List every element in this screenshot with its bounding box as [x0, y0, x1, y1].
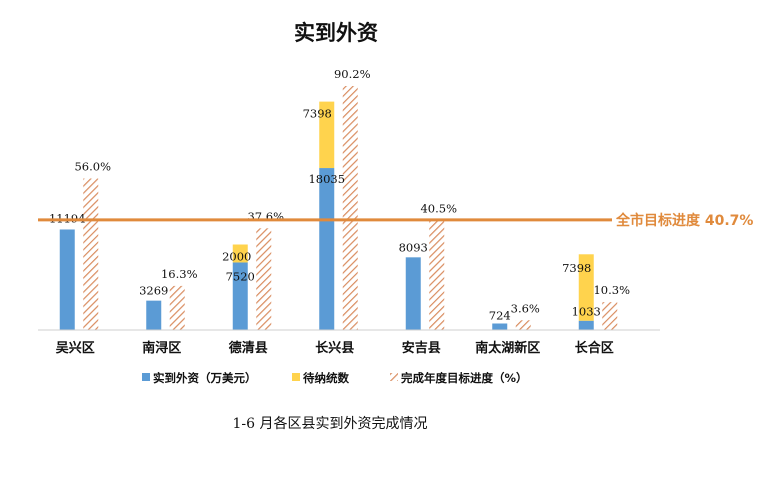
legend-actual-swatch [142, 373, 150, 381]
label-progress-3: 90.2% [334, 67, 371, 81]
bar-progress-5 [515, 320, 531, 330]
bar-actual-2 [232, 262, 248, 330]
bar-progress-4 [429, 220, 445, 330]
tick-label-2: 德清县 [229, 340, 268, 356]
label-actual-5: 724 [489, 308, 511, 322]
bar-actual-3 [319, 168, 335, 330]
label-actual-1: 3269 [139, 284, 168, 298]
legend-progress-label: 完成年度目标进度（%） [401, 371, 528, 385]
tick-label-0: 吴兴区 [56, 340, 95, 356]
label-pending-6: 7398 [562, 261, 591, 275]
chart-caption: 1-6 月各区县实到外资完成情况 [233, 416, 428, 432]
label-progress-1: 16.3% [161, 267, 198, 281]
bar-progress-0 [83, 178, 99, 330]
tick-label-1: 南浔区 [142, 340, 181, 356]
legend-pending-swatch [292, 373, 300, 381]
bar-progress-3 [342, 86, 358, 330]
legend: 实到外资（万美元） 待纳统数 完成年度目标进度（%） [142, 371, 528, 385]
bar-actual-4 [405, 257, 421, 330]
label-actual-6: 1033 [572, 305, 601, 319]
bar-pending-2 [232, 244, 248, 263]
label-progress-5: 3.6% [511, 301, 540, 315]
label-actual-3: 18035 [308, 172, 345, 186]
bar-pending-3 [319, 101, 335, 169]
bar-actual-6 [578, 320, 594, 330]
tick-label-5: 南太湖新区 [475, 340, 540, 356]
tick-label-3: 长兴县 [315, 340, 354, 356]
bar-progress-6 [602, 302, 618, 330]
bar-actual-1 [146, 300, 162, 330]
bar-actual-5 [492, 323, 508, 330]
bar-progress-1 [169, 285, 185, 330]
label-pending-2: 2000 [222, 250, 251, 264]
label-progress-6: 10.3% [593, 283, 630, 297]
label-actual-2: 7520 [226, 269, 255, 283]
bar-pending-6 [578, 254, 594, 321]
label-progress-4: 40.5% [420, 201, 457, 215]
target-line-label: 全市目标进度 40.7% [615, 212, 753, 229]
label-actual-4: 8093 [399, 240, 428, 254]
legend-progress-swatch [390, 373, 398, 381]
tick-label-4: 安吉县 [402, 340, 441, 356]
legend-actual-label: 实到外资（万美元） [153, 371, 257, 385]
tick-label-6: 长合区 [575, 340, 614, 356]
bar-progress-2 [256, 228, 272, 330]
label-progress-0: 56.0% [74, 160, 111, 174]
bar-actual-0 [59, 229, 75, 330]
legend-pending-label: 待纳统数 [303, 371, 349, 385]
chart-title: 实到外资 [294, 21, 378, 45]
label-pending-3: 7398 [303, 107, 332, 121]
